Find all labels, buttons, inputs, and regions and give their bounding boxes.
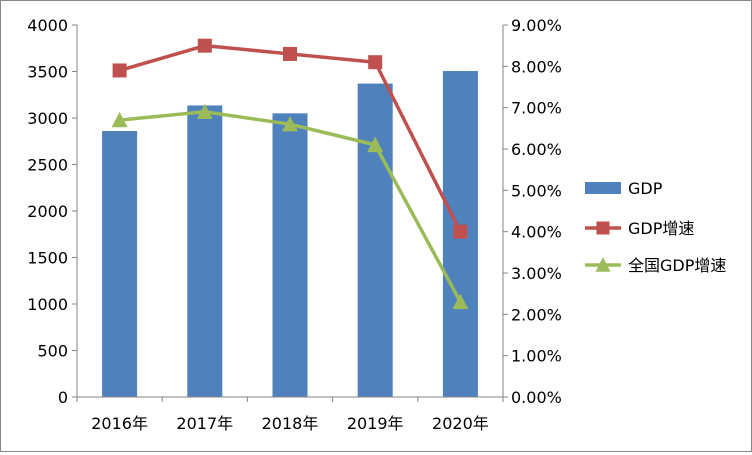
marker-square-1 (197, 38, 212, 53)
x-tick-label: 2018年 (262, 414, 319, 433)
bar-3 (357, 83, 393, 397)
legend-label: GDP增速 (628, 219, 694, 238)
legend-marker-square (596, 221, 610, 235)
tick-labels: 0 500 1000 1500 2000 2500 3000 3500 4000 0.00% 1.0… (27, 16, 562, 433)
y-right-tick-label: 6.00% (511, 140, 562, 159)
y-left-tick-label: 2500 (27, 156, 68, 175)
legend-label: 全国GDP增速 (628, 256, 726, 275)
y-right-tick-label: 8.00% (511, 57, 562, 76)
marker-square-0 (112, 63, 127, 78)
bar-0 (102, 131, 138, 397)
y-right-tick-label: 9.00% (511, 16, 562, 35)
y-right-tick-label: 2.00% (511, 305, 562, 324)
y-left-tick-label: 3000 (27, 109, 68, 128)
y-left-tick-label: 0 (58, 388, 68, 407)
legend-swatch-gdp (585, 182, 621, 194)
marker-triangle-1 (196, 103, 213, 119)
line-series (111, 38, 469, 310)
marker-triangle-3 (367, 136, 384, 153)
y-right-tick-label: 5.00% (511, 181, 562, 200)
marker-triangle-2 (282, 116, 298, 132)
y-right-tick-label: 0.00% (511, 388, 562, 407)
x-tick-label: 2016年 (91, 414, 148, 433)
y-right-tick-label: 1.00% (511, 347, 562, 366)
y-right-tick-label: 3.00% (511, 264, 562, 283)
bar-1 (187, 105, 223, 397)
y-left-tick-label: 3500 (27, 63, 68, 82)
marker-square-3 (368, 55, 383, 70)
y-left-tick-label: 500 (37, 342, 68, 361)
y-right-tick-label: 7.00% (511, 99, 562, 118)
axes (72, 24, 508, 402)
marker-triangle-0 (111, 111, 128, 128)
legend-marker-triangle (595, 257, 611, 272)
x-tick-label: 2019年 (347, 414, 404, 433)
legend-label: GDP (628, 179, 663, 198)
x-tick-label: 2020年 (432, 414, 489, 433)
marker-triangle-4 (452, 293, 469, 310)
bar-2 (272, 113, 308, 397)
x-tick-label: 2017年 (176, 414, 233, 433)
y-left-tick-label: 1000 (27, 295, 68, 314)
y-left-tick-label: 2000 (27, 202, 68, 221)
y-left-tick-label: 1500 (27, 249, 68, 268)
y-left-tick-label: 4000 (27, 16, 68, 35)
y-right-tick-label: 4.00% (511, 223, 562, 242)
marker-square-4 (453, 224, 468, 239)
marker-square-2 (283, 46, 297, 61)
